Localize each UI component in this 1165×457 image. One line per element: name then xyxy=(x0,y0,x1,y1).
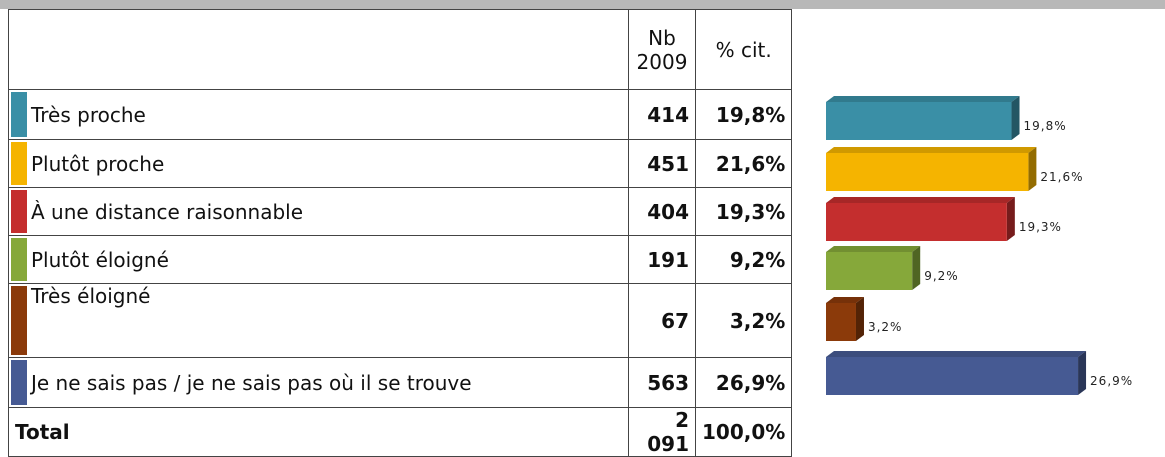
bar-top xyxy=(826,96,1020,102)
row-count: 414 xyxy=(628,89,696,140)
color-swatch xyxy=(11,190,27,233)
header-text: Nb xyxy=(648,25,676,50)
label-text: Très éloigné xyxy=(31,284,151,308)
total-count: 2 091 xyxy=(628,407,696,457)
row-count: 191 xyxy=(628,235,696,284)
bar-side xyxy=(1011,96,1020,140)
bar-top xyxy=(826,246,921,252)
data-table: Nb 2009 % cit. Très proche 414 19,8% Plutôt … xyxy=(8,9,793,457)
label-text: Très proche xyxy=(31,102,146,127)
row-label: Plutôt éloigné xyxy=(8,235,629,284)
color-swatch xyxy=(11,360,27,405)
color-swatch xyxy=(11,92,27,137)
label-text: À une distance raisonnable xyxy=(31,199,304,224)
row-percent: 26,9% xyxy=(694,357,793,408)
bar-top xyxy=(826,197,1015,203)
header-row: Nb 2009 % cit. xyxy=(8,9,793,90)
row: Plutôt proche 451 21,6% xyxy=(8,139,793,188)
header-text: 2009 xyxy=(636,49,688,74)
row: À une distance raisonnable 404 19,3% xyxy=(8,187,793,236)
row: Plutôt éloigné 191 9,2% xyxy=(8,235,793,284)
bar-top xyxy=(826,147,1037,153)
bar-label: 19,8% xyxy=(1024,119,1067,133)
row-percent: 21,6% xyxy=(694,139,793,188)
label-text: Plutôt proche xyxy=(31,151,165,176)
row-count: 563 xyxy=(628,357,696,408)
bar xyxy=(826,203,1007,241)
percent-header: % cit. xyxy=(694,9,793,90)
label-text: Plutôt éloigné xyxy=(31,247,169,272)
row-count: 404 xyxy=(628,187,696,236)
bar xyxy=(826,303,856,341)
bar-label: 21,6% xyxy=(1040,170,1083,184)
bar-chart: 19,8% 21,6% 19,3% 9,2% 3,2% 26,9% xyxy=(826,96,1133,395)
bar xyxy=(826,252,913,290)
total-label: Total xyxy=(8,407,629,457)
bar xyxy=(826,357,1079,395)
title-bar xyxy=(0,0,1165,9)
empty-header xyxy=(8,9,629,90)
row-count: 451 xyxy=(628,139,696,188)
bar-side xyxy=(912,246,921,290)
row-label: Très éloigné xyxy=(8,283,629,358)
color-swatch xyxy=(11,142,27,185)
bar-label: 19,3% xyxy=(1019,220,1062,234)
row-percent: 9,2% xyxy=(694,235,793,284)
bar xyxy=(826,153,1029,191)
total-percent: 100,0% xyxy=(694,407,793,457)
bar-side xyxy=(855,297,864,341)
total-row: Total 2 091 100,0% xyxy=(8,407,793,457)
row-percent: 19,8% xyxy=(694,89,793,140)
color-swatch xyxy=(11,286,27,355)
bar-top xyxy=(826,297,864,303)
bar-label: 9,2% xyxy=(924,269,959,283)
bar-label: 26,9% xyxy=(1090,374,1133,388)
row-percent: 3,2% xyxy=(694,283,793,358)
row-label: Plutôt proche xyxy=(8,139,629,188)
row: Je ne sais pas / je ne sais pas où il se… xyxy=(8,357,793,408)
row-label: Très proche xyxy=(8,89,629,140)
row: Très éloigné 67 3,2% xyxy=(8,283,793,358)
bar-top xyxy=(826,351,1087,357)
bar-side xyxy=(1028,147,1037,191)
color-swatch xyxy=(11,238,27,281)
row-percent: 19,3% xyxy=(694,187,793,236)
bar-side xyxy=(1006,197,1015,241)
row-label: À une distance raisonnable xyxy=(8,187,629,236)
label-text: Je ne sais pas / je ne sais pas où il se… xyxy=(31,370,472,395)
row-count: 67 xyxy=(628,283,696,358)
count-header: Nb 2009 xyxy=(628,9,696,90)
bar-label: 3,2% xyxy=(868,320,903,334)
bar-side xyxy=(1078,351,1087,395)
row: Très proche 414 19,8% xyxy=(8,89,793,140)
row-label: Je ne sais pas / je ne sais pas où il se… xyxy=(8,357,629,408)
bar xyxy=(826,102,1012,140)
